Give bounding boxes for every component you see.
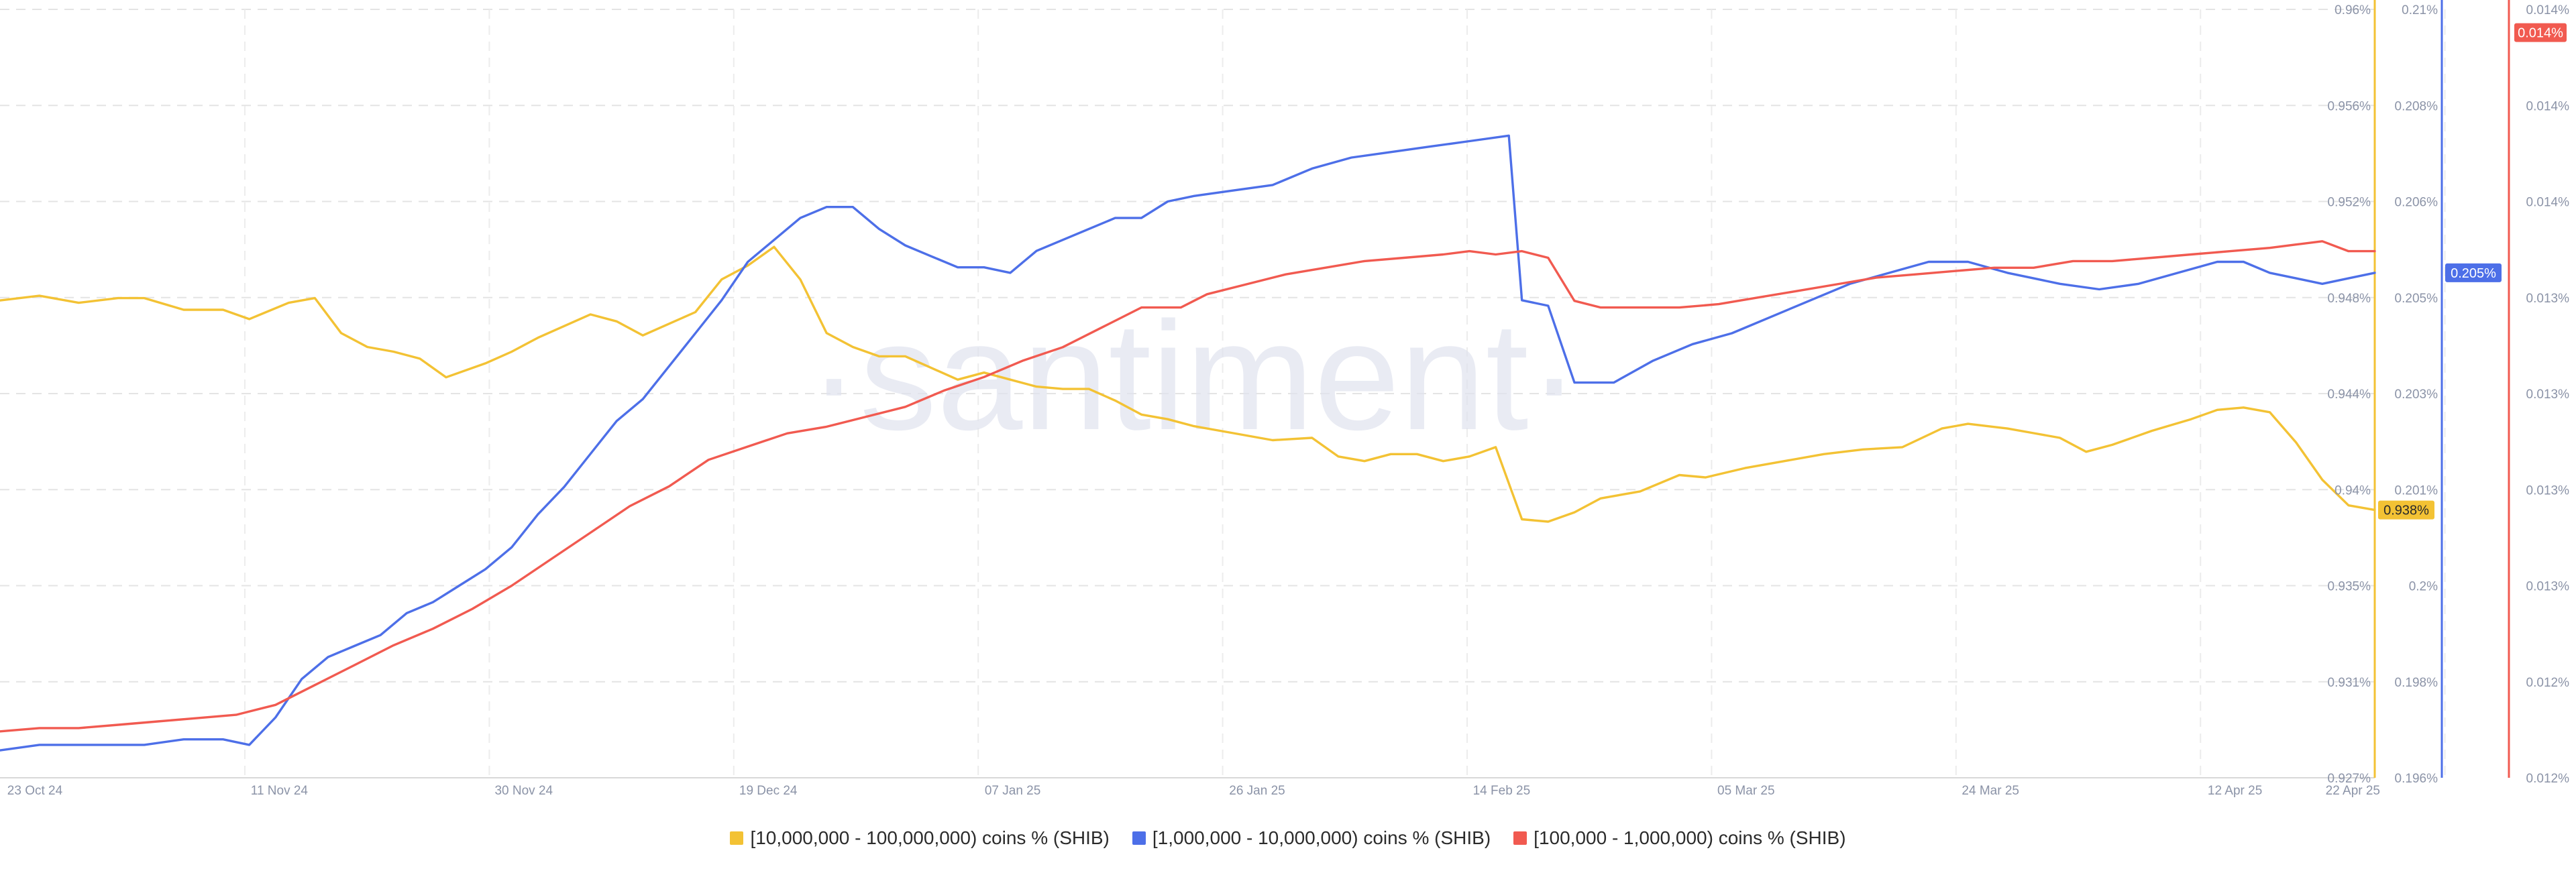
y-tick-label-red: 0.014%	[2526, 196, 2570, 210]
badge-label-red: 0.014%	[2518, 26, 2563, 41]
y-tick-label-yellow: 0.952%	[2328, 196, 2371, 210]
legend-swatch-red	[1513, 831, 1527, 845]
y-tick-label-yellow: 0.927%	[2328, 772, 2371, 786]
y-tick-label-blue: 0.205%	[2395, 292, 2438, 306]
y-tick-label-blue: 0.196%	[2395, 772, 2438, 786]
badge-bg-yellow	[2378, 500, 2434, 520]
y-tick-label-blue: 0.203%	[2395, 388, 2438, 402]
y-tick-label-blue: 0.2%	[2409, 580, 2438, 594]
x-tick-label: 23 Oct 24	[7, 784, 63, 798]
series-line-yellow	[0, 245, 2376, 523]
badge-bg-blue	[2445, 263, 2502, 282]
badge-bg-red	[2514, 23, 2567, 42]
legend-swatch-yellow	[730, 831, 744, 845]
legend-label-red: [100,000 - 1,000,000) coins % (SHIB)	[1534, 827, 1846, 848]
legend-swatch-blue	[1132, 831, 1146, 845]
legend-item-yellow[interactable]: [10,000,000 - 100,000,000) coins % (SHIB…	[730, 827, 1110, 849]
y-tick-label-yellow: 0.944%	[2328, 388, 2371, 402]
axis-labels: 23 Oct 24 11 Nov 24 30 Nov 24 19 Dec 24 07 J…	[7, 3, 2569, 798]
y-tick-label-yellow: 0.948%	[2328, 292, 2371, 306]
y-tick-label-red: 0.014%	[2526, 99, 2570, 113]
legend-item-red[interactable]: [100,000 - 1,000,000) coins % (SHIB)	[1513, 827, 1846, 849]
y-tick-label-blue: 0.21%	[2402, 3, 2438, 17]
series	[0, 134, 2376, 752]
y-tick-label-red: 0.013%	[2526, 483, 2570, 498]
x-tick-label: 30 Nov 24	[494, 784, 553, 798]
x-tick-label: 11 Nov 24	[251, 784, 309, 798]
y-tick-label-red: 0.014%	[2526, 3, 2570, 17]
current-value-badge-red: 0.014%	[2514, 23, 2567, 42]
axes	[0, 0, 2510, 778]
y-tick-label-blue: 0.206%	[2395, 196, 2438, 210]
x-tick-label: 05 Mar 25	[1717, 784, 1775, 798]
x-tick-label: 19 Dec 24	[739, 784, 798, 798]
y-tick-label-blue: 0.208%	[2395, 99, 2438, 113]
y-tick-label-yellow: 0.956%	[2328, 99, 2371, 113]
series-line-blue	[0, 134, 2376, 752]
current-value-badge-yellow: 0.938%	[2378, 500, 2434, 520]
y-tick-label-red: 0.013%	[2526, 292, 2570, 306]
legend-label-yellow: [10,000,000 - 100,000,000) coins % (SHIB…	[750, 827, 1110, 848]
legend-label-blue: [1,000,000 - 10,000,000) coins % (SHIB)	[1152, 827, 1491, 848]
x-tick-label: 22 Apr 25	[2326, 784, 2380, 798]
legend-item-blue[interactable]: [1,000,000 - 10,000,000) coins % (SHIB)	[1132, 827, 1491, 849]
y-tick-label-red: 0.013%	[2526, 388, 2570, 402]
badge-label-yellow: 0.938%	[2383, 504, 2429, 518]
y-tick-label-red: 0.012%	[2526, 772, 2570, 786]
y-tick-label-red: 0.013%	[2526, 580, 2570, 594]
x-tick-label: 26 Jan 25	[1229, 784, 1285, 798]
x-tick-label: 07 Jan 25	[985, 784, 1040, 798]
y-tick-label-blue: 0.201%	[2395, 483, 2438, 498]
legend: [10,000,000 - 100,000,000) coins % (SHIB…	[0, 825, 2576, 852]
x-tick-label: 14 Feb 25	[1473, 784, 1531, 798]
y-tick-label-yellow: 0.935%	[2328, 580, 2371, 594]
y-tick-label-yellow: 0.931%	[2328, 676, 2371, 690]
current-value-badge-blue: 0.205%	[2445, 263, 2502, 282]
y-tick-label-blue: 0.198%	[2395, 676, 2438, 690]
x-tick-label: 12 Apr 25	[2208, 784, 2262, 798]
y-tick-label-yellow: 0.96%	[2334, 3, 2371, 17]
watermark: ·santiment·	[808, 290, 1580, 462]
y-tick-label-red: 0.012%	[2526, 676, 2570, 690]
series-line-red	[0, 240, 2376, 733]
x-tick-label: 24 Mar 25	[1962, 784, 2019, 798]
badge-label-blue: 0.205%	[2451, 266, 2496, 281]
y-tick-label-yellow: 0.94%	[2334, 483, 2371, 498]
